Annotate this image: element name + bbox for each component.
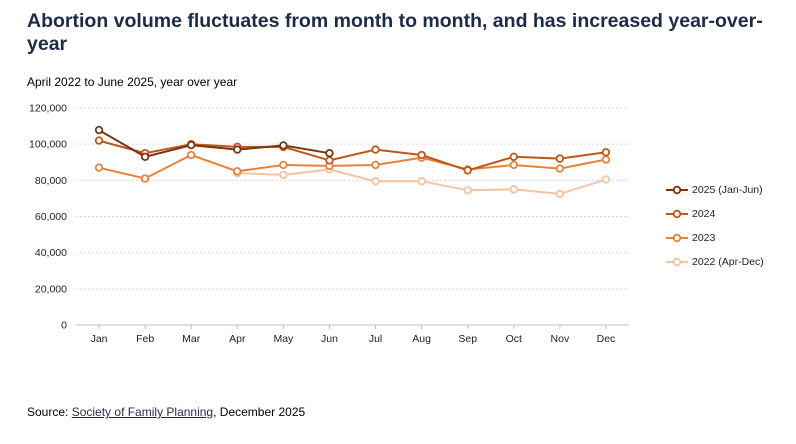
- data-point: [325, 149, 334, 158]
- series-line: [98, 153, 607, 180]
- data-point: [463, 186, 472, 195]
- legend-item: 2024: [666, 202, 764, 226]
- legend-item: 2023: [666, 226, 764, 250]
- series-line: [98, 139, 607, 172]
- legend-item: 2025 (Jan-Jun): [666, 178, 764, 202]
- series-line: [98, 129, 330, 158]
- legend-swatch: [666, 209, 688, 219]
- data-point: [555, 164, 565, 173]
- data-point: [325, 156, 334, 165]
- gridlines: [76, 107, 629, 326]
- data-point: [279, 170, 288, 180]
- x-tick-label: Mar: [182, 333, 201, 345]
- data-point: [555, 189, 565, 199]
- x-tick-label: Jun: [321, 333, 338, 345]
- data-point: [371, 145, 380, 154]
- y-tick-label: 0: [61, 320, 67, 332]
- series-2025-jan-jun-: [94, 125, 334, 162]
- data-point: [601, 175, 611, 184]
- y-tick-label: 120,000: [29, 103, 67, 115]
- legend-swatch: [666, 185, 688, 195]
- series-2022-apr-dec-: [233, 165, 611, 199]
- series-lines: [94, 125, 611, 199]
- legend-label: 2025 (Jan-Jun): [692, 184, 763, 196]
- data-point: [463, 166, 472, 175]
- data-point: [187, 140, 196, 150]
- legend-label: 2022 (Apr-Dec): [692, 256, 764, 268]
- data-point: [509, 152, 518, 162]
- x-tick-label: Jul: [369, 333, 382, 345]
- data-point: [279, 160, 288, 170]
- x-tick-label: Nov: [551, 333, 570, 345]
- y-tick-label: 60,000: [35, 211, 67, 223]
- x-tick-label: Aug: [412, 333, 431, 345]
- legend-label: 2024: [692, 208, 716, 220]
- source-note: Source: Society of Family Planning, Dece…: [27, 405, 305, 419]
- x-tick-label: May: [273, 333, 294, 345]
- data-point: [509, 185, 518, 194]
- source-link[interactable]: Society of Family Planning: [71, 405, 214, 419]
- data-point: [555, 154, 565, 163]
- y-tick-label: 80,000: [35, 175, 67, 187]
- data-point: [187, 150, 196, 160]
- legend-swatch: [666, 233, 688, 243]
- legend: 2025 (Jan-Jun) 2024 2023 2022 (Apr-Dec): [666, 178, 764, 274]
- data-point: [233, 167, 242, 176]
- source-prefix: Source:: [27, 405, 72, 419]
- x-tick-label: Oct: [506, 333, 522, 345]
- data-point: [417, 177, 426, 186]
- y-axis: 0 20,000 40,000 60,000 80,000 100,000 120,000: [29, 103, 67, 332]
- legend-swatch: [666, 257, 688, 267]
- x-tick-label: Feb: [136, 333, 154, 345]
- legend-label: 2023: [692, 232, 716, 244]
- x-tick-label: Jan: [91, 333, 108, 345]
- series-2024: [94, 136, 611, 175]
- x-tick-label: Apr: [229, 333, 246, 345]
- chart-title: Abortion volume fluctuates from month to…: [27, 10, 763, 55]
- y-tick-label: 40,000: [35, 247, 67, 259]
- data-point: [417, 150, 426, 160]
- data-point: [94, 163, 104, 172]
- y-tick-label: 20,000: [35, 283, 67, 295]
- data-point: [140, 152, 150, 162]
- data-point: [233, 145, 242, 154]
- data-point: [601, 148, 611, 157]
- source-suffix: , December 2025: [213, 405, 306, 419]
- data-point: [601, 155, 611, 164]
- legend-item: 2022 (Apr-Dec): [666, 250, 764, 274]
- data-point: [94, 125, 104, 135]
- data-point: [371, 177, 380, 186]
- data-point: [371, 160, 380, 170]
- series-2023: [94, 150, 611, 183]
- chart-subtitle: April 2022 to June 2025, year over year: [27, 75, 238, 89]
- data-point: [140, 174, 150, 183]
- data-point: [279, 141, 288, 150]
- x-axis: Jan Feb Mar Apr May Jun Jul Aug Sep Oct Nov Dec: [91, 325, 616, 345]
- x-tick-label: Dec: [597, 333, 616, 345]
- data-point: [94, 136, 104, 145]
- x-tick-label: Sep: [458, 333, 477, 345]
- data-point: [509, 160, 518, 170]
- y-tick-label: 100,000: [29, 139, 67, 151]
